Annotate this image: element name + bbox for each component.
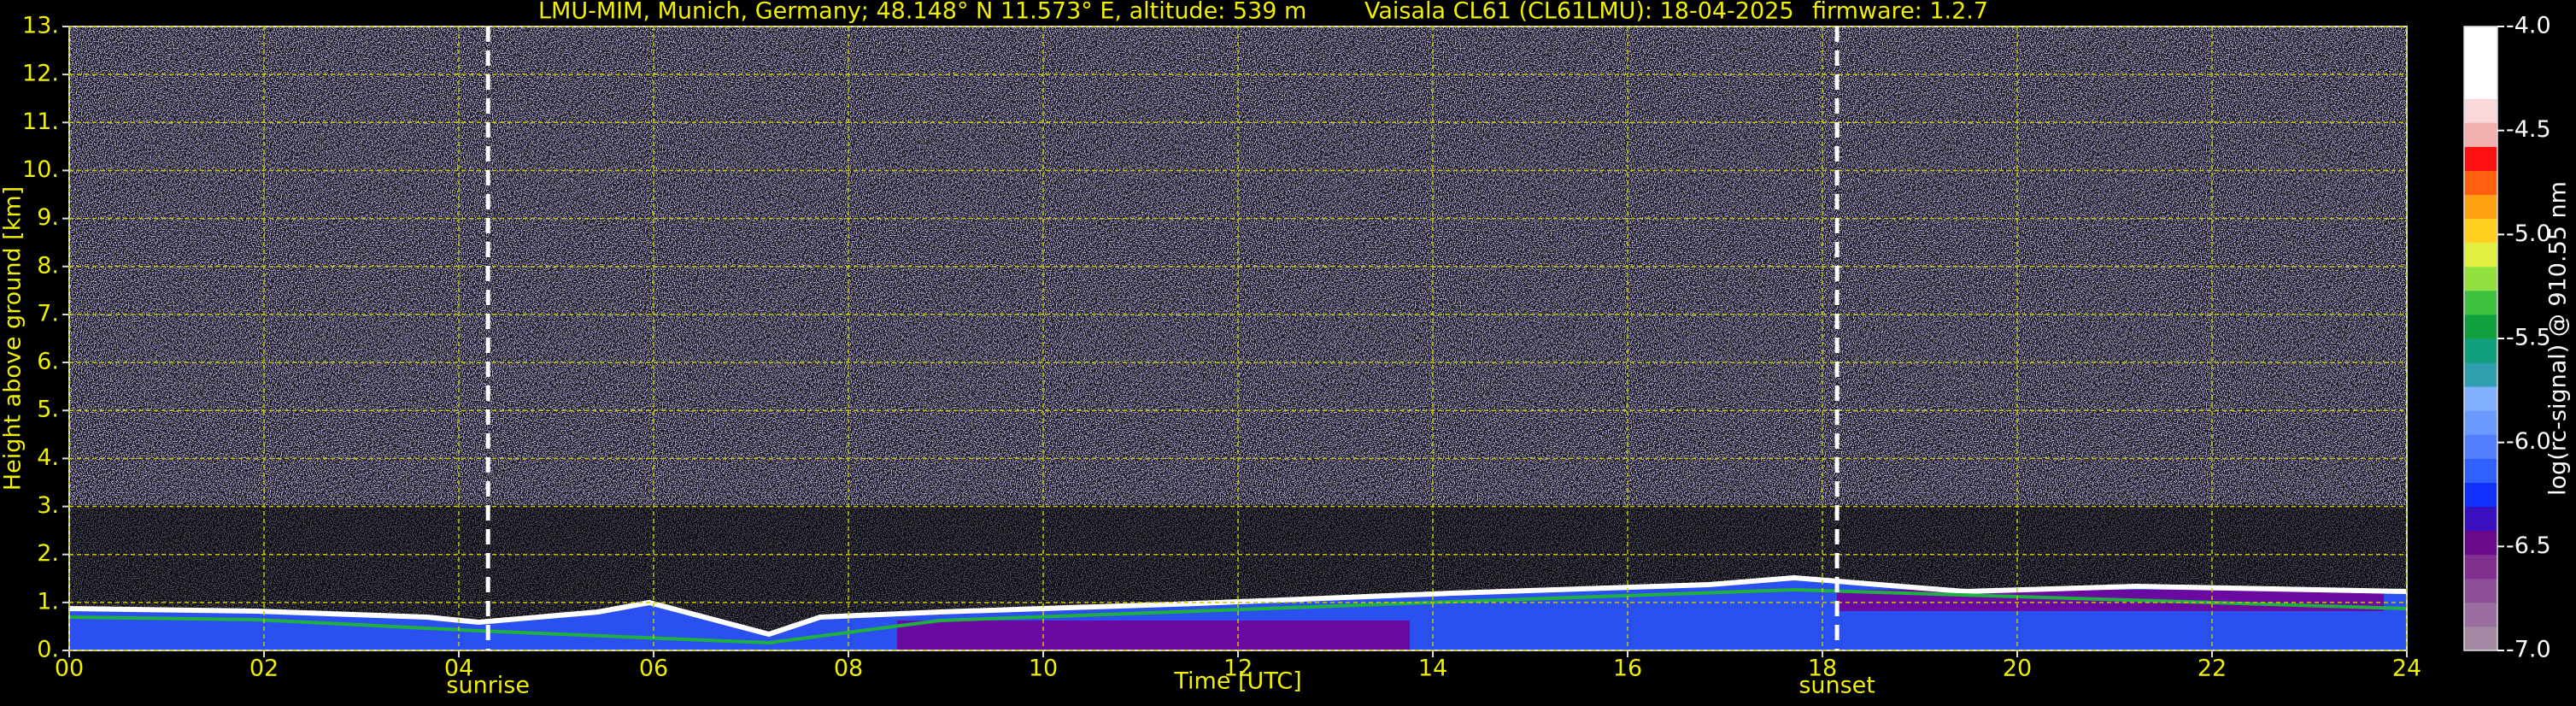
boundary-layer [897,621,1410,650]
colorbar-segment [2464,50,2497,75]
x-tick-label: 02 [249,656,279,682]
y-tick-label: 1. [37,588,59,615]
x-tick-label: 18 [1808,656,1837,682]
x-tick-label: 06 [639,656,668,682]
colorbar-segment [2464,242,2497,268]
x-tick-label: 08 [834,656,863,682]
x-tick-label: 16 [1613,656,1642,682]
y-tick-label: 9. [37,204,59,231]
y-tick-label: 6. [37,349,59,375]
colorbar-segment [2464,362,2497,387]
boundary-edge [69,587,2407,645]
colorbar-segment [2464,338,2497,363]
colorbar-segment [2464,98,2497,123]
y-axis-label: Height above ground [km] [0,186,26,491]
y-tick-label: 4. [37,444,59,471]
x-tick-label: 04 [444,656,473,682]
colorbar-tick-label: -6.0 [2506,428,2551,455]
colorbar-segment [2464,530,2497,556]
y-tick-label: 11. [22,109,59,135]
colorbar-tick-label: -4.0 [2506,13,2551,39]
y-tick-label: 13. [22,13,59,39]
x-tick-label: 24 [2392,656,2421,682]
y-tick-label: 3. [37,492,59,519]
y-tick-label: 5. [37,397,59,423]
colorbar-segment [2464,554,2497,580]
boundary-top [69,574,2407,638]
chart-title: Vaisala CL61 (CL61LMU): 18-04-2025 [1364,0,1794,25]
colorbar-segment [2464,314,2497,339]
colorbar-segment [2464,146,2497,171]
colorbar-segment [2464,434,2497,459]
y-tick-label: 8. [37,252,59,279]
chart-title: firmware: 1.2.7 [1812,0,1988,25]
y-tick-label: 12. [22,61,59,87]
colorbar-segment [2464,386,2497,411]
colorbar-segment [2464,74,2497,99]
colorbar-segment [2464,26,2497,51]
annotation-label: sunset [1799,673,1875,699]
colorbar-segment [2464,170,2497,196]
colorbar-segment [2464,122,2497,147]
x-tick-label: 22 [2198,656,2227,682]
colorbar-tick-label: -5.0 [2506,221,2551,247]
colorbar-tick-label: -4.5 [2506,116,2551,143]
x-tick-label: 14 [1418,656,1447,682]
colorbar-segment [2464,578,2497,603]
y-tick-label: 7. [37,300,59,327]
colorbar-segment [2464,602,2497,627]
x-tick-label: 00 [55,656,84,682]
colorbar-segment [2464,266,2497,291]
x-tick-label: 12 [1223,656,1253,682]
y-tick-label: 10. [22,156,59,183]
colorbar-label: log(rc-signal) @ 910.55 nm [2545,181,2572,496]
colorbar-tick-label: -5.5 [2506,325,2551,351]
y-tick-label: 0. [37,637,59,663]
colorbar-segment [2464,194,2497,220]
annotation-label: sunrise [446,673,530,699]
colorbar-tick-label: -7.0 [2506,637,2551,663]
colorbar-segment [2464,458,2497,483]
colorbar-segment [2464,410,2497,435]
colorbar-segment [2464,290,2497,315]
colorbar-segment [2464,506,2497,532]
colorbar-segment [2464,482,2497,508]
y-tick-label: 2. [37,540,59,567]
x-tick-label: 20 [2003,656,2032,682]
x-axis-label: Time [UTC] [1173,668,1301,695]
colorbar-segment [2464,218,2497,244]
x-tick-label: 10 [1029,656,1058,682]
colorbar-segment [2464,626,2497,651]
chart-title: LMU-MIM, Munich, Germany; 48.148° N 11.5… [538,0,1306,25]
colorbar-tick-label: -6.5 [2506,532,2551,559]
